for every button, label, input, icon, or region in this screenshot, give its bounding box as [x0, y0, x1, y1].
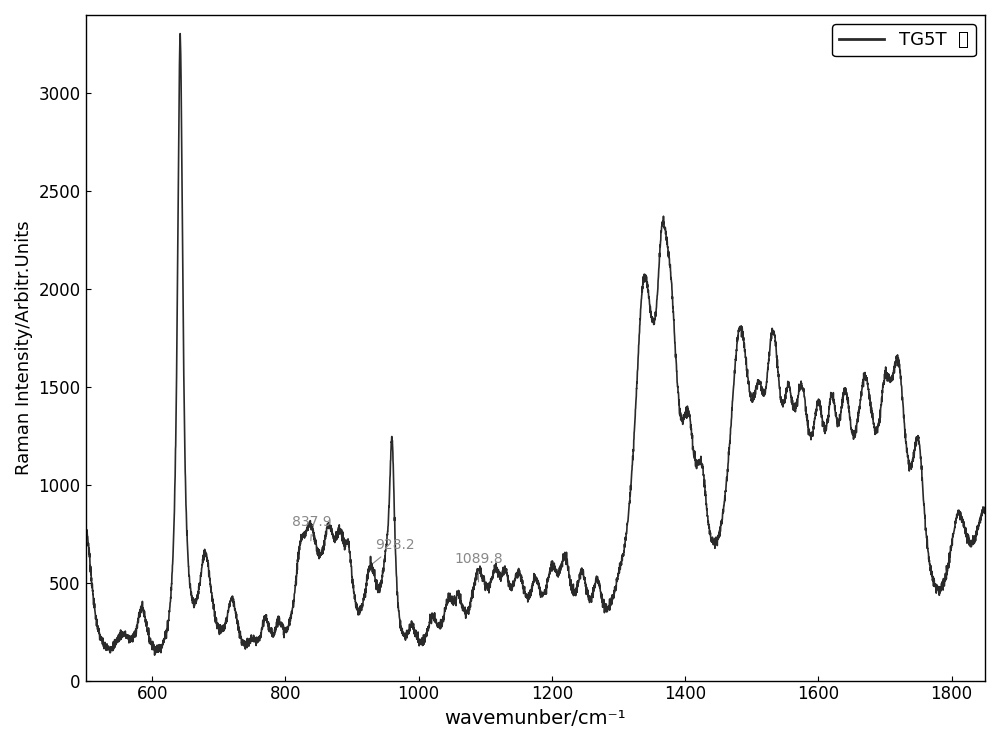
X-axis label: wavemunber/cm⁻¹: wavemunber/cm⁻¹ [444, 709, 626, 728]
Y-axis label: Raman Intensity/Arbitr.Units: Raman Intensity/Arbitr.Units [15, 221, 33, 475]
Text: 1089.8: 1089.8 [454, 552, 503, 582]
Text: 837.9: 837.9 [292, 515, 332, 541]
Text: 928.2: 928.2 [373, 539, 415, 563]
Legend: TG5T  酸: TG5T 酸 [832, 24, 976, 56]
